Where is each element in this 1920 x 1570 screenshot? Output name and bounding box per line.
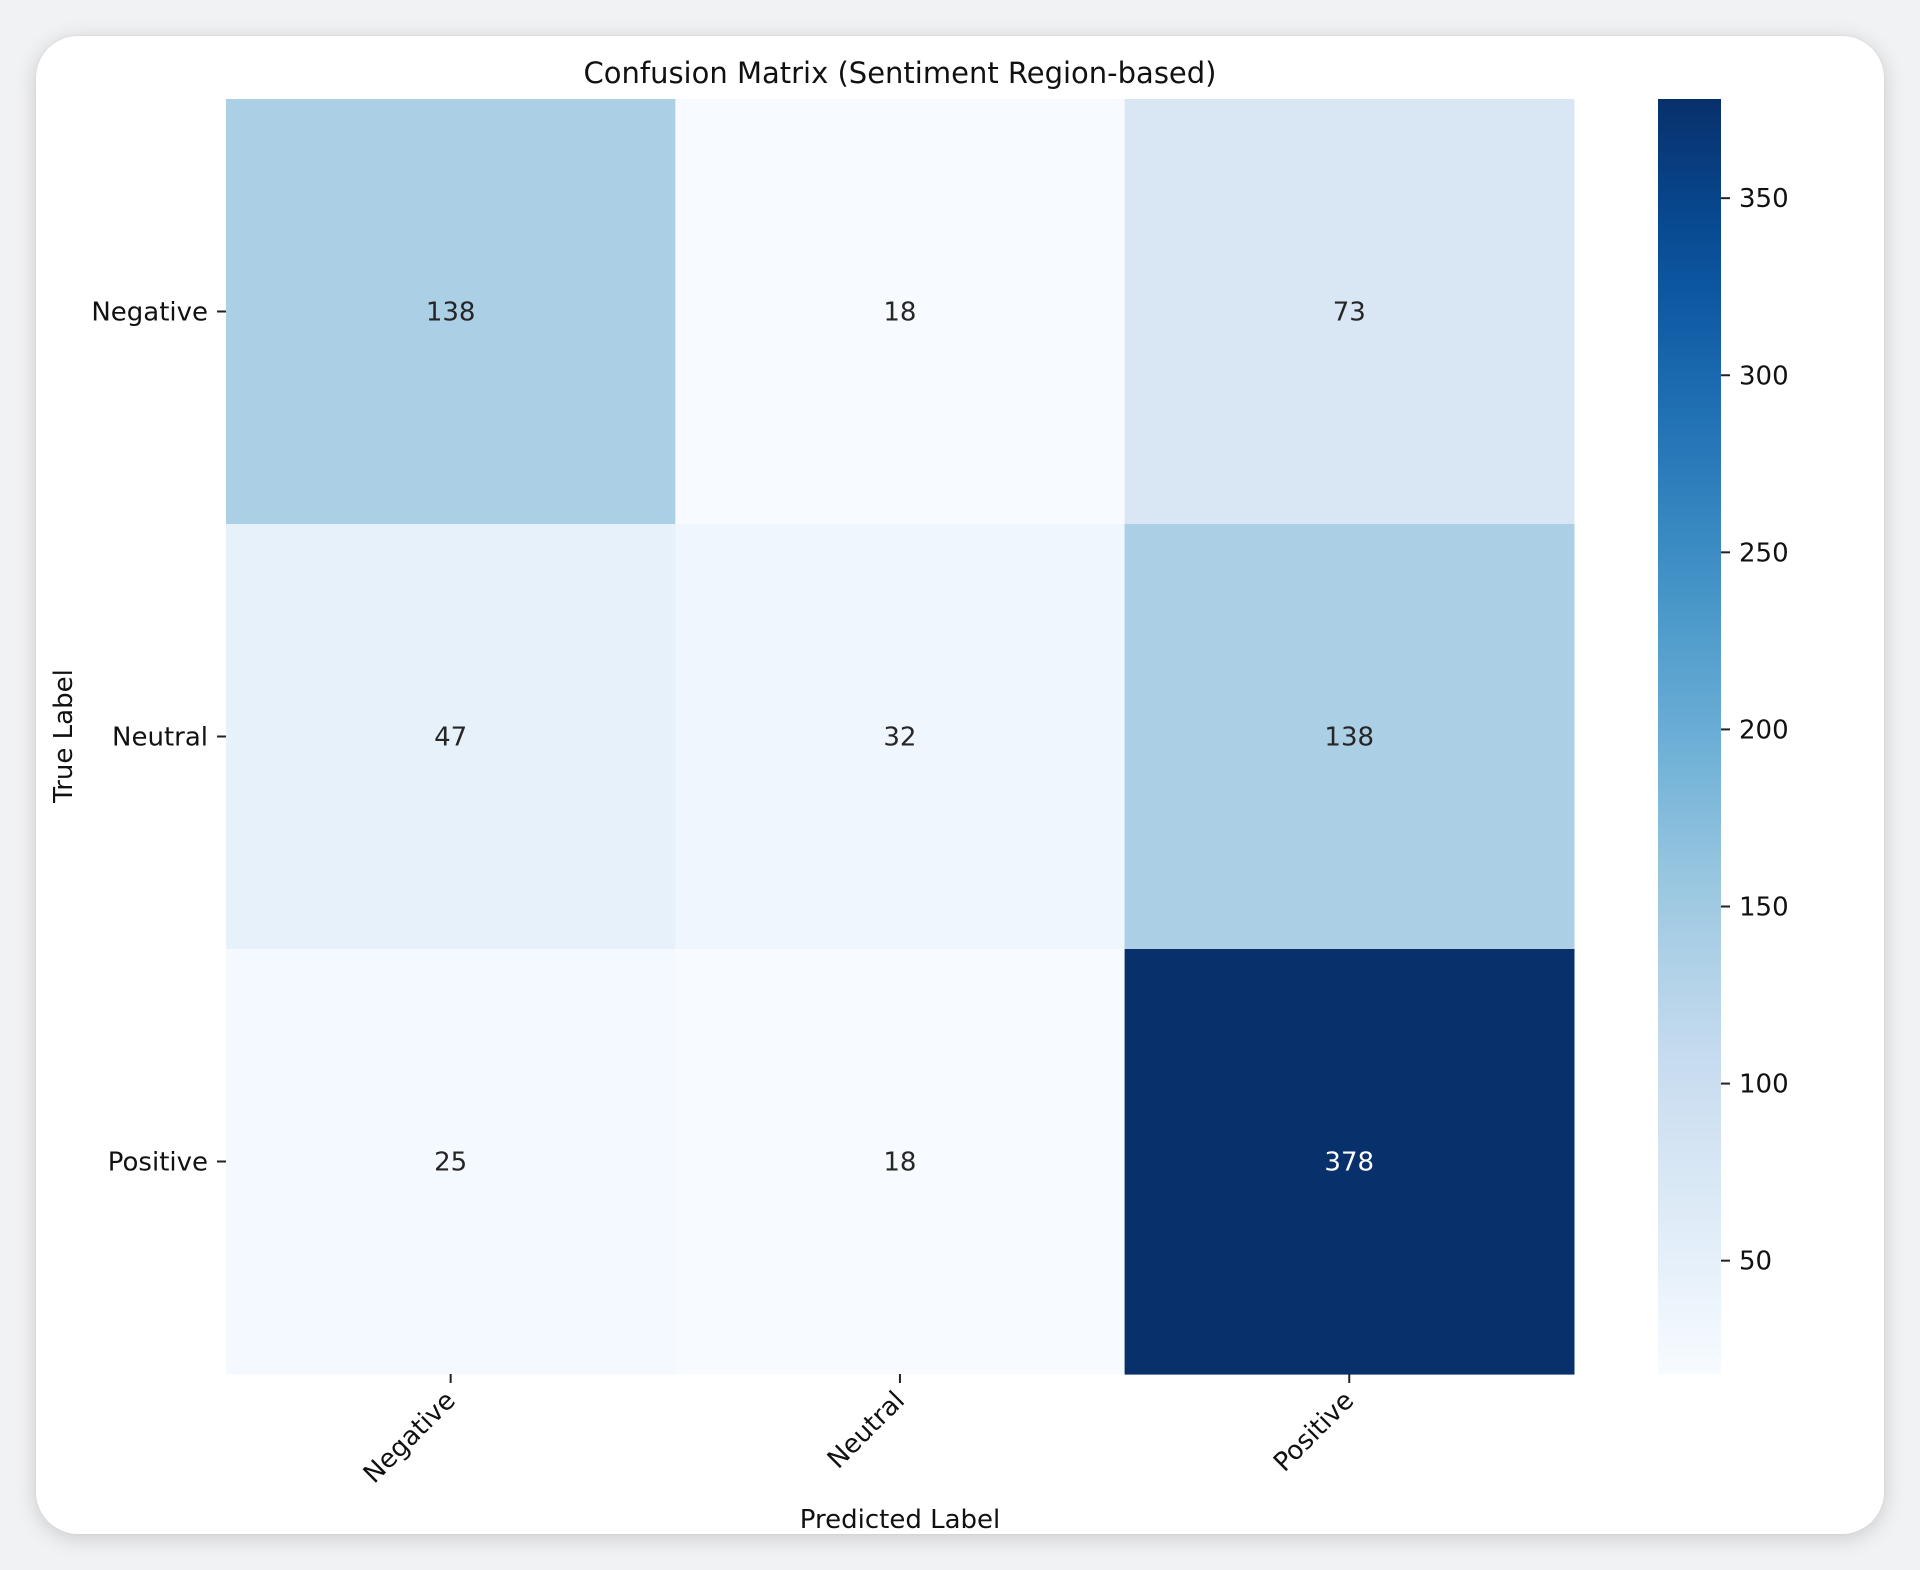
colorbar-tick-label: 150 [1739,893,1789,923]
cell-value-label: 32 [883,723,916,753]
cell-value-label: 47 [434,723,467,753]
colorbar-tick-label: 250 [1739,538,1789,568]
heatmap-cell [675,524,1126,950]
chart-title: Confusion Matrix (Sentiment Region-based… [583,56,1216,90]
x-axis-label: Predicted Label [800,1505,1000,1535]
heatmap-cell [226,524,676,950]
colorbar-tick-label: 200 [1739,715,1789,745]
cell-value-label: 378 [1324,1148,1374,1178]
heatmap-cell [675,949,1126,1375]
x-axis: Negative Neutral Positive [358,1374,1360,1489]
y-tick-label: Positive [108,1148,208,1178]
heatmap-cell [1124,949,1575,1375]
heatmap-cell [1124,99,1575,525]
heatmap-cell-labels: 138 18 73 47 32 138 25 18 378 [426,298,1374,1178]
cell-value-label: 18 [883,298,916,328]
y-axis: Negative Neutral Positive [91,298,226,1178]
y-axis-label: True Label [49,669,79,804]
cell-value-label: 138 [1324,723,1374,753]
colorbar-gradient [1658,99,1721,1374]
heatmap-cells [226,99,1575,1375]
cell-value-label: 73 [1333,298,1366,328]
x-tick-label: Positive [1268,1386,1360,1478]
cell-value-label: 138 [426,298,476,328]
x-tick-label: Negative [358,1386,462,1490]
colorbar-tick-label: 100 [1739,1070,1789,1100]
heatmap-cell [675,99,1126,525]
colorbar-tick-label: 50 [1739,1247,1772,1277]
cell-value-label: 18 [883,1148,916,1178]
heatmap-cell [226,99,676,525]
colorbar-tick-label: 300 [1739,361,1789,391]
y-tick-label: Negative [91,298,208,328]
heatmap-cell [226,949,676,1375]
cell-value-label: 25 [434,1148,467,1178]
y-tick-label: Neutral [112,723,208,753]
heatmap-cell [1124,524,1575,950]
colorbar: 50 100 150 200 250 300 350 [1658,99,1789,1374]
x-tick-label: Neutral [822,1386,911,1475]
colorbar-tick-label: 350 [1739,184,1789,214]
